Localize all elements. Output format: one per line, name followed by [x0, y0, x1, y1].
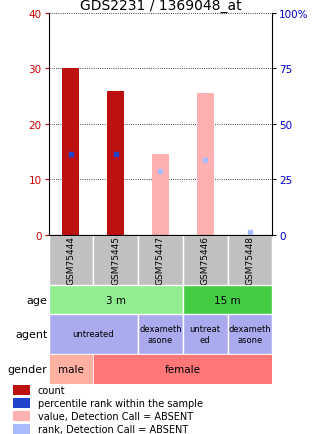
Title: GDS2231 / 1369048_at: GDS2231 / 1369048_at — [80, 0, 241, 13]
Bar — [183, 315, 228, 354]
Text: percentile rank within the sample: percentile rank within the sample — [38, 398, 203, 408]
Bar — [13, 424, 30, 434]
Bar — [13, 398, 30, 408]
Bar — [49, 285, 183, 315]
Text: agent: agent — [15, 329, 47, 339]
Bar — [93, 354, 272, 384]
Text: female: female — [165, 364, 201, 374]
Text: male: male — [58, 364, 84, 374]
Text: age: age — [27, 295, 47, 305]
Bar — [138, 315, 183, 354]
Text: GSM75444: GSM75444 — [66, 236, 75, 285]
Polygon shape — [29, 365, 47, 373]
Text: GSM75448: GSM75448 — [245, 236, 254, 285]
Bar — [197, 94, 214, 235]
Bar — [183, 235, 228, 285]
Text: gender: gender — [8, 364, 47, 374]
Bar — [228, 315, 272, 354]
Bar — [62, 69, 80, 235]
Text: dexameth
asone: dexameth asone — [139, 325, 182, 344]
Bar — [49, 315, 138, 354]
Text: value, Detection Call = ABSENT: value, Detection Call = ABSENT — [38, 411, 193, 421]
Text: GSM75447: GSM75447 — [156, 236, 165, 285]
Text: count: count — [38, 385, 65, 395]
Bar — [49, 235, 93, 285]
Bar — [152, 155, 169, 235]
Bar — [228, 235, 272, 285]
Text: GSM75446: GSM75446 — [201, 236, 210, 285]
Bar — [183, 285, 272, 315]
Text: GSM75445: GSM75445 — [111, 236, 120, 285]
Bar — [13, 411, 30, 421]
Bar — [107, 91, 124, 235]
Bar — [93, 235, 138, 285]
Text: 3 m: 3 m — [106, 295, 126, 305]
Bar — [13, 385, 30, 395]
Text: dexameth
asone: dexameth asone — [228, 325, 271, 344]
Text: rank, Detection Call = ABSENT: rank, Detection Call = ABSENT — [38, 424, 188, 434]
Polygon shape — [29, 328, 47, 340]
Text: untreat
ed: untreat ed — [190, 325, 221, 344]
Bar — [49, 354, 93, 384]
Text: 15 m: 15 m — [214, 295, 241, 305]
Bar — [138, 235, 183, 285]
Text: untreated: untreated — [73, 330, 114, 339]
Polygon shape — [29, 296, 47, 304]
